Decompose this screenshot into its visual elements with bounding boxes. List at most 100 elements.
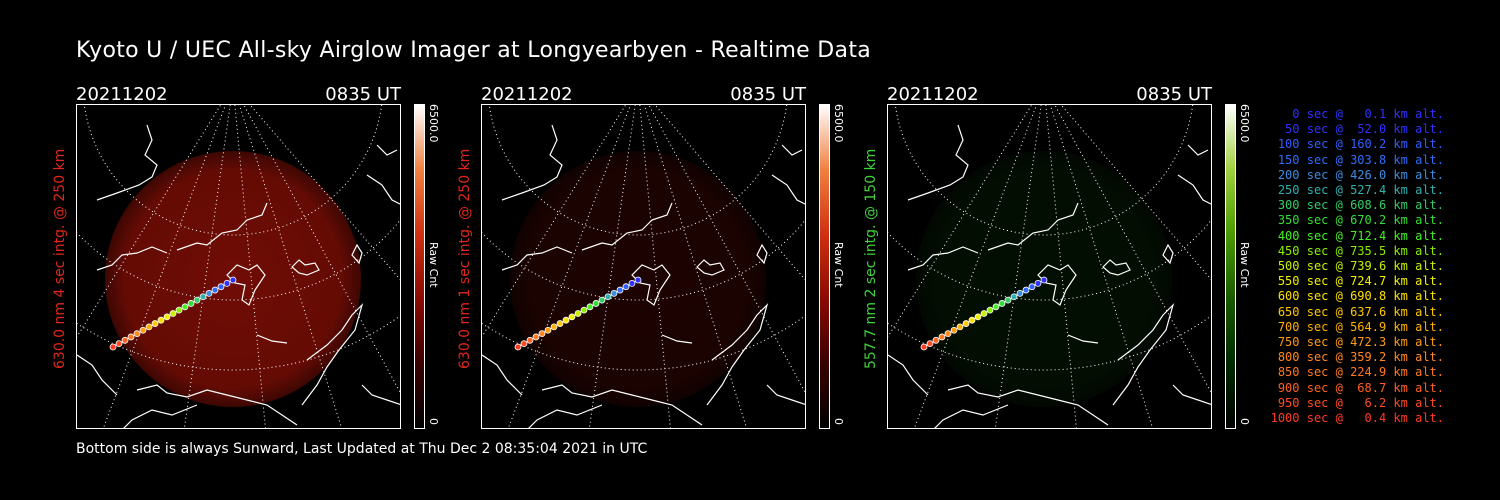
coastline <box>541 384 703 426</box>
wavelength-label: 557.7 nm 2 sec intg. @ 150 km <box>863 148 879 369</box>
trajectory-point <box>598 296 606 304</box>
coastline <box>771 174 805 205</box>
colorbar <box>1225 104 1236 429</box>
trajectory-point <box>163 313 171 321</box>
colorbar <box>414 104 425 429</box>
coastline <box>888 354 929 396</box>
allsky-image-map <box>481 104 806 429</box>
trajectory-legend: 0 sec @ 0.1 km alt. 50 sec @ 52.0 km alt… <box>1262 107 1444 426</box>
coastline <box>907 246 979 271</box>
coastline <box>706 302 769 406</box>
legend-entry: 900 sec @ 68.7 km alt. <box>1270 380 1444 395</box>
longitude-gridline <box>238 105 343 428</box>
trajectory-point <box>115 340 123 348</box>
trajectory-point <box>962 320 970 327</box>
coastline <box>631 264 671 306</box>
allsky-image-map <box>887 104 1212 429</box>
legend-entry: 50 sec @ 52.0 km alt. <box>1270 122 1444 137</box>
legend-entry: 0 sec @ 0.1 km alt. <box>1270 107 1444 121</box>
trajectory-point <box>568 313 576 321</box>
trajectory-point <box>562 316 570 324</box>
longitude-gridline <box>102 105 226 428</box>
coastline <box>1037 264 1077 306</box>
coastline <box>756 243 768 265</box>
trajectory-point <box>1010 293 1018 301</box>
panel-date: 20211202 <box>481 84 573 105</box>
trajectory-point <box>157 316 165 324</box>
trajectory-point <box>169 310 177 317</box>
coastline <box>351 243 363 265</box>
imager-panel-630nm-1s: 20211202 0835 UT 630.0 nm 1 sec intg. @ … <box>457 84 845 430</box>
colorbar-max: 6500.0 <box>1238 104 1251 143</box>
trajectory-point <box>574 310 582 317</box>
colorbar <box>819 104 830 429</box>
trajectory-point <box>604 293 612 301</box>
coastline <box>501 124 563 201</box>
coastline <box>1162 243 1174 265</box>
coastline <box>581 202 673 251</box>
coastline <box>1102 259 1131 276</box>
coastline <box>291 259 320 276</box>
longitude-gridline <box>243 105 400 394</box>
coastline <box>934 404 1009 428</box>
trajectory-point <box>217 283 225 291</box>
trajectory-point <box>550 323 558 331</box>
longitude-gridline <box>888 105 1033 338</box>
trajectory-point <box>1034 279 1042 287</box>
longitude-gridline <box>994 105 1042 428</box>
trajectory-point <box>938 333 946 341</box>
legend-entry: 450 sec @ 735.5 km alt. <box>1270 243 1444 258</box>
trajectory-point <box>514 343 522 351</box>
allsky-image-map <box>76 104 401 429</box>
page-title: Kyoto U / UEC All-sky Airglow Imager at … <box>76 38 872 63</box>
coastline <box>907 124 969 201</box>
longitude-gridline <box>643 105 748 428</box>
legend-entry: 800 sec @ 359.2 km alt. <box>1270 350 1444 365</box>
trajectory-point <box>974 313 982 321</box>
coastline <box>123 404 198 428</box>
coastline <box>661 334 693 344</box>
longitude-gridline <box>639 105 671 428</box>
trajectory-point <box>532 333 540 341</box>
wavelength-label: 630.0 nm 4 sec intg. @ 250 km <box>52 148 68 369</box>
trajectory-point <box>538 330 546 338</box>
trajectory-point <box>145 323 153 331</box>
longitude-gridline <box>234 105 266 428</box>
trajectory-point <box>920 343 928 351</box>
coastline <box>1172 384 1211 405</box>
coastline <box>366 174 400 205</box>
trajectory-point <box>622 283 630 291</box>
trajectory-point <box>223 279 231 287</box>
coastline <box>96 124 158 201</box>
coastline <box>482 354 523 396</box>
legend-entry: 700 sec @ 564.9 km alt. <box>1270 319 1444 334</box>
coastline <box>77 354 118 396</box>
trajectory-point <box>950 326 958 334</box>
trajectory-point <box>229 276 237 284</box>
coastline <box>376 144 398 156</box>
trajectory-point <box>1016 289 1024 297</box>
longitude-gridline <box>249 105 400 281</box>
footer-note: Bottom side is always Sunward, Last Upda… <box>76 441 648 457</box>
longitude-gridline <box>588 105 636 428</box>
wavelength-label: 630.0 nm 1 sec intg. @ 250 km <box>457 148 473 369</box>
legend-entry: 600 sec @ 690.8 km alt. <box>1270 289 1444 304</box>
trajectory-point <box>193 296 201 304</box>
colorbar-label: Raw Cnt <box>1238 242 1251 288</box>
trajectory-point <box>1040 276 1048 284</box>
trajectory-point <box>556 320 564 327</box>
trajectory-point <box>133 330 141 338</box>
trajectory-point <box>628 279 636 287</box>
legend-entry: 750 sec @ 472.3 km alt. <box>1270 335 1444 350</box>
colorbar-min: 0 <box>427 418 440 425</box>
trajectory-point <box>205 289 213 297</box>
coastline <box>226 264 266 306</box>
colorbar-min: 0 <box>1238 418 1251 425</box>
coastline <box>301 302 364 406</box>
trajectory-point <box>175 306 183 314</box>
coastline <box>766 384 805 405</box>
trajectory-point <box>616 286 624 294</box>
coastline <box>136 384 298 426</box>
panel-time: 0835 UT <box>1136 84 1212 105</box>
trajectory-point <box>610 289 618 297</box>
